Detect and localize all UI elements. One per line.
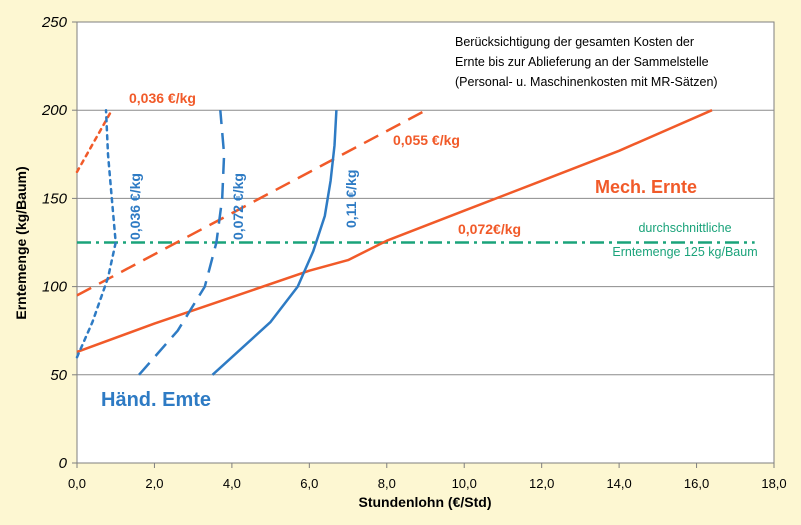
label-mech-0055: 0,055 €/kg	[393, 132, 460, 148]
x-tick-label: 6,0	[300, 476, 318, 491]
label-hand-0072: 0,072 €/kg	[230, 173, 246, 240]
y-tick-label: 0	[59, 455, 68, 472]
label-hand-0036: 0,036 €/kg	[127, 173, 143, 240]
x-tick-label: 4,0	[223, 476, 241, 491]
series-line-mech-2	[76, 109, 713, 354]
axis-ticks: 0 50 100 150 200 250 0,0 2,0 4,0 6,0 8,0 10,0 12,0 14…	[41, 14, 787, 491]
note-box: Berücksichtigung der gesamten Kosten der…	[455, 35, 718, 89]
y-tick-label: 200	[41, 102, 68, 119]
x-tick-label: 0,0	[68, 476, 86, 491]
grid-lines	[77, 109, 774, 376]
x-tick-label: 8,0	[378, 476, 396, 491]
series-line-hand-3	[75, 108, 117, 359]
x-tick-label: 12,0	[529, 476, 554, 491]
y-tick-label: 100	[42, 279, 68, 296]
label-mech-0036: 0,036 €/kg	[129, 90, 196, 106]
x-tick-label: 2,0	[145, 476, 163, 491]
y-tick-label: 50	[50, 367, 67, 384]
note-line-1: Berücksichtigung der gesamten Kosten der	[455, 35, 694, 49]
x-axis-title: Stundenlohn (€/Std)	[359, 494, 492, 510]
reference-label-line-2: Erntemenge 125 kg/Baum	[612, 245, 757, 259]
y-tick-label: 150	[42, 190, 68, 207]
y-axis-title: Erntemenge (kg/Baum)	[13, 166, 29, 319]
note-line-2: Ernte bis zur Ablieferung an der Sammels…	[455, 55, 709, 69]
series-line-hand-5	[211, 110, 338, 376]
note-line-3: (Personal- u. Maschinenkosten mit MR-Sät…	[455, 75, 718, 89]
y-tick-label: 250	[41, 14, 68, 31]
label-hand-011: 0,11 €/kg	[343, 170, 359, 228]
reference-label-line-1: durchschnittliche	[638, 221, 731, 235]
label-hand-ernte: Händ. Emte	[101, 389, 211, 411]
series-line-mech-1	[76, 107, 430, 297]
series-lines	[75, 107, 755, 376]
x-tick-label: 10,0	[452, 476, 477, 491]
x-tick-label: 16,0	[684, 476, 709, 491]
x-tick-label: 14,0	[606, 476, 631, 491]
label-mech-ernte: Mech. Ernte	[595, 177, 697, 197]
series-line-hand-4	[138, 110, 226, 376]
x-tick-label: 18,0	[761, 476, 786, 491]
label-mech-0072: 0,072€/kg	[458, 221, 521, 237]
